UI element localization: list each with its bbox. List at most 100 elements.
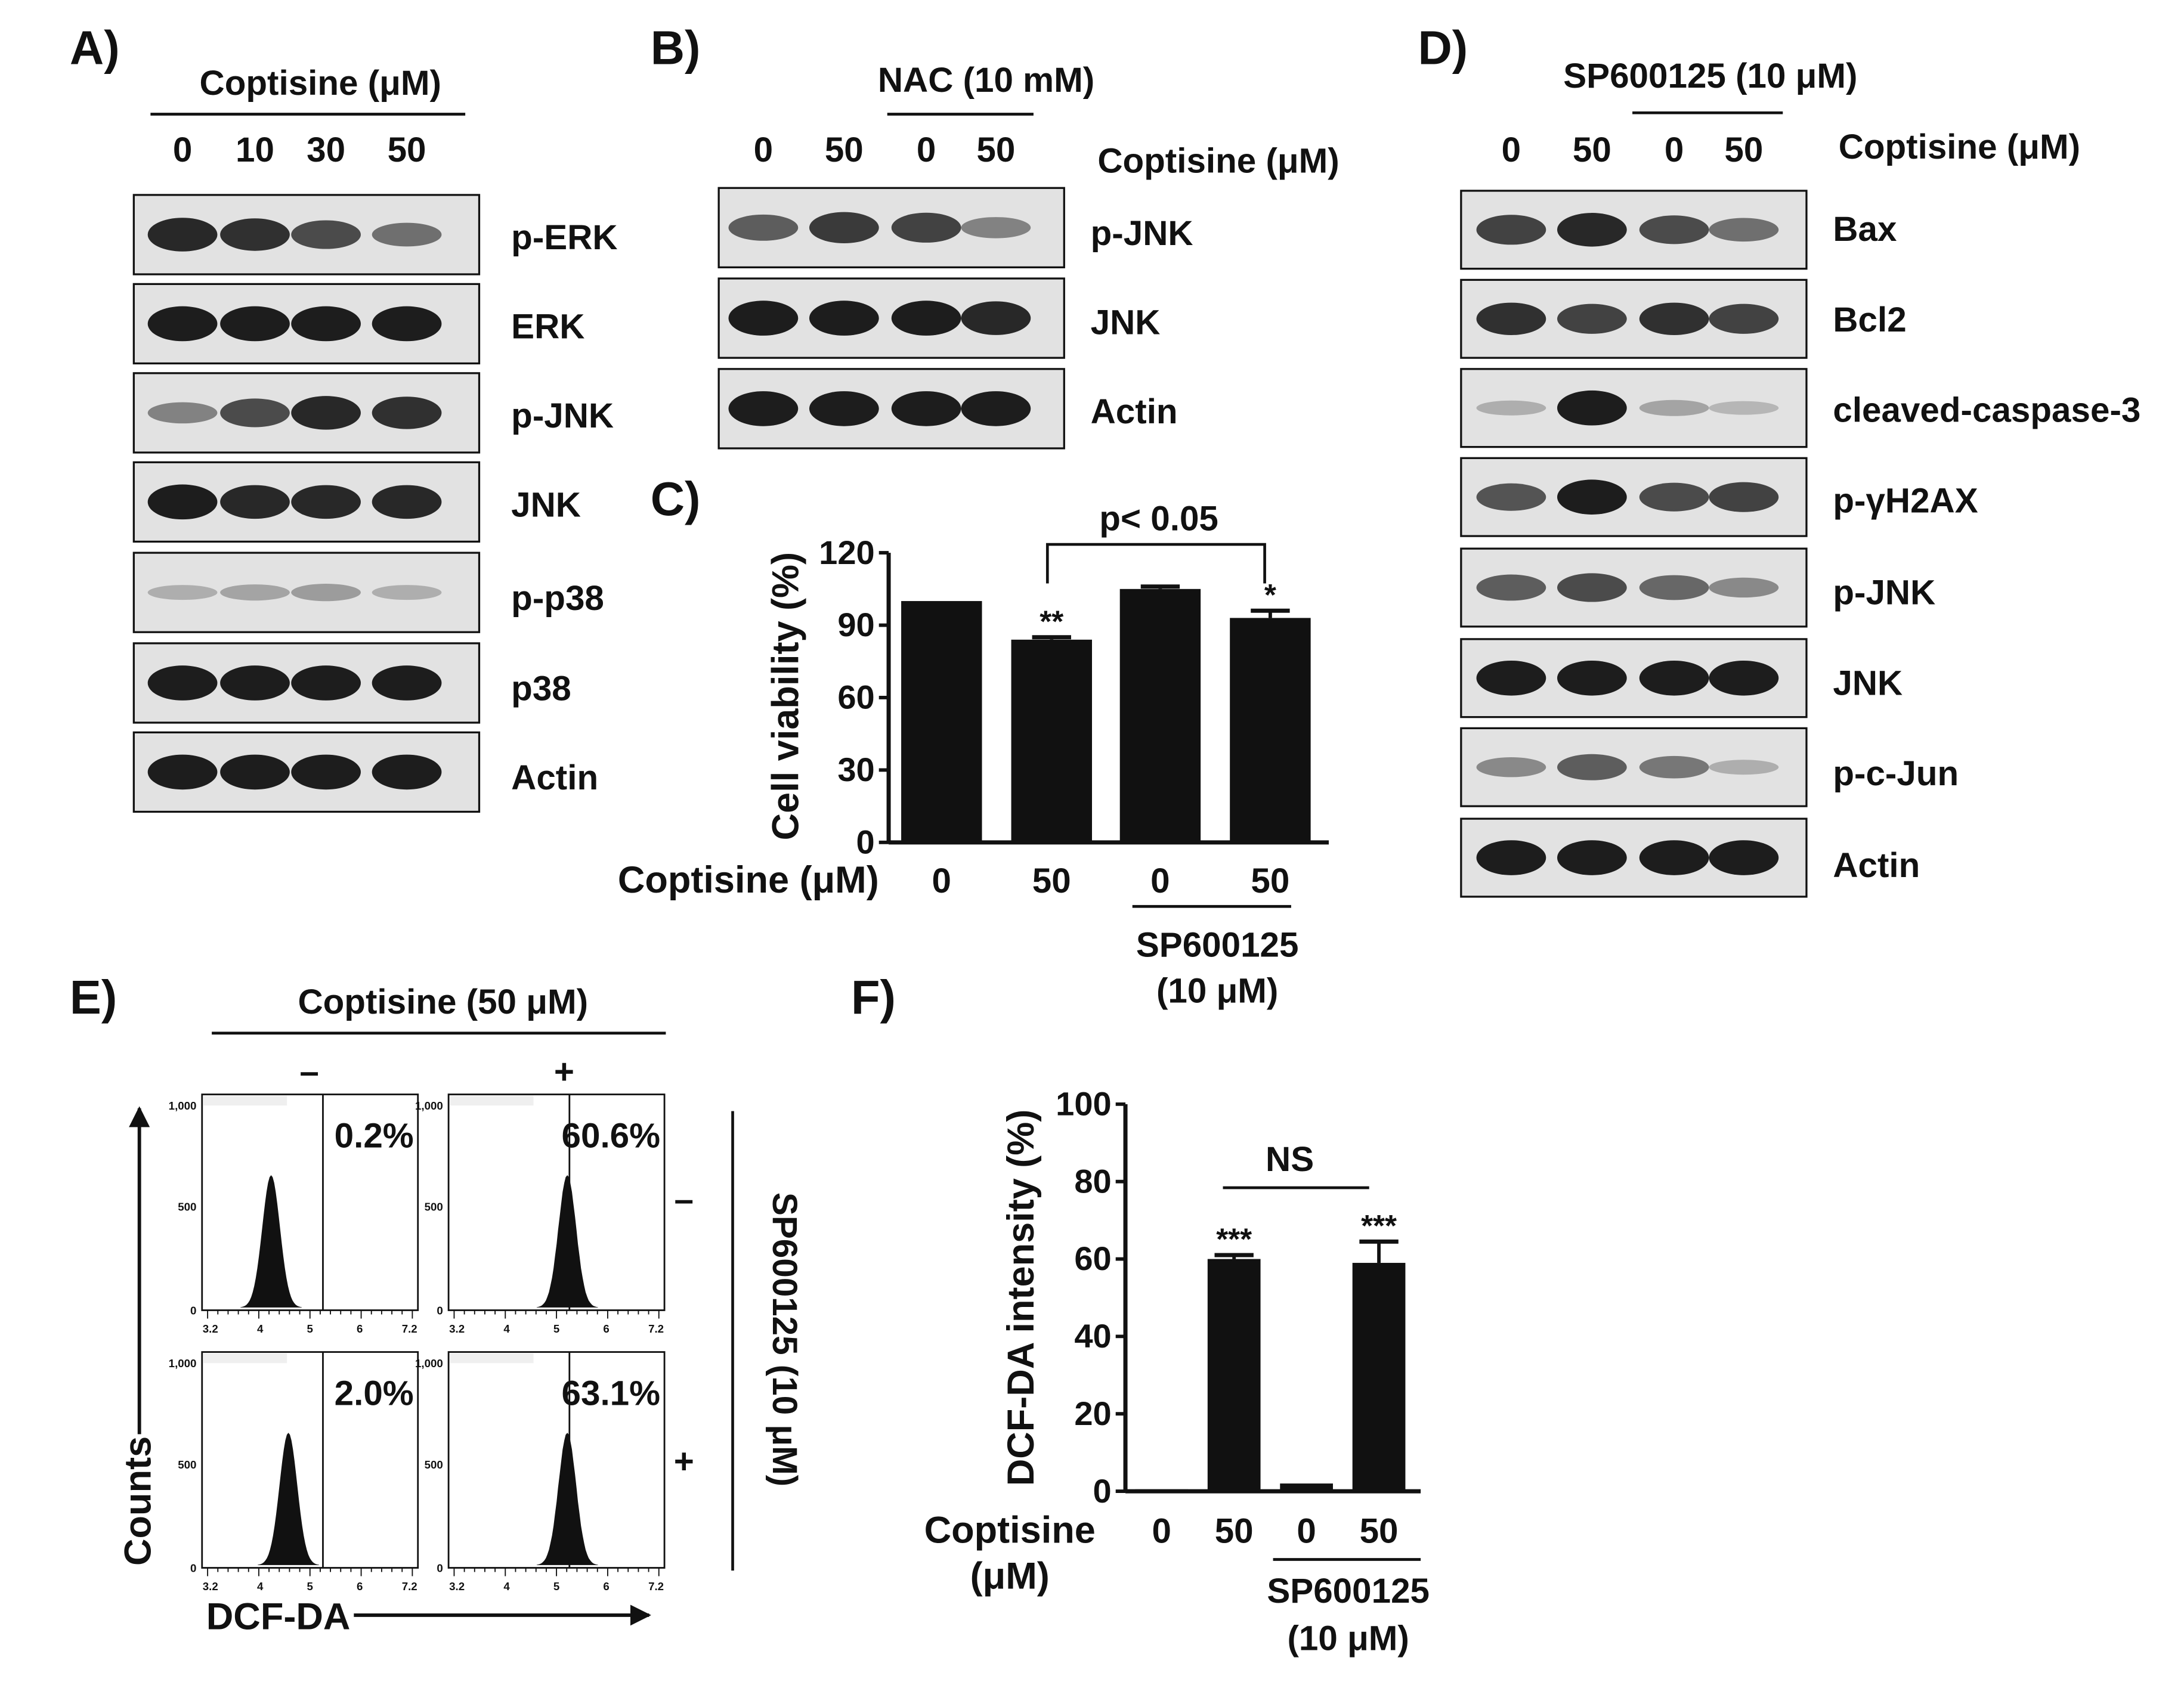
gate-percent: 0.2% (335, 1116, 414, 1155)
gate-percent: 63.1% (562, 1374, 661, 1412)
histogram-y-tick: 500 (425, 1458, 443, 1471)
histogram-y-tick: 1,000 (415, 1099, 443, 1112)
blot-strip: p-γH2AX (1460, 457, 1978, 537)
blot-band (1557, 390, 1627, 426)
blot-band (1639, 840, 1709, 875)
bar (1280, 1483, 1334, 1492)
blot-background (1460, 727, 1808, 807)
histogram-x-tick: 7.2 (402, 1580, 417, 1593)
blot-band (1476, 757, 1546, 778)
blot-band (1639, 575, 1709, 600)
x-tick-label: 0 (1297, 1511, 1316, 1550)
panel-f-y-ticks: 0 20 40 60 80 100 (1056, 1085, 1126, 1510)
panel-a-dose-label: 10 (236, 131, 274, 169)
panel-f-group-label-line1: SP600125 (1267, 1572, 1430, 1610)
blot-band (1476, 302, 1546, 335)
panel-c-y-ticks: 0 30 60 90 120 (819, 534, 889, 861)
blot-band (291, 306, 361, 342)
blot-band (1639, 660, 1709, 696)
blot-band (1557, 213, 1627, 247)
blot-band (220, 584, 290, 601)
blot-band (1639, 302, 1709, 335)
histogram-x-tick: 6 (357, 1580, 363, 1593)
histogram-panel: 63.1% 1,000 500 0 3.2 4 5 6 7.2 (415, 1351, 666, 1593)
panel-e: E) Coptisine (50 μM) – + SP600125 (10 μM… (70, 971, 804, 1637)
panel-d-treatment-label: Coptisine (μM) (1839, 128, 2080, 166)
histogram-peak (536, 1175, 598, 1308)
panel-d-dose-labels: 0 50 0 50 (1502, 131, 1764, 169)
panel-f-x-label-line2: (μM) (970, 1556, 1050, 1597)
histogram-x-tick: 5 (553, 1580, 559, 1593)
blot-strip: Actin (717, 368, 1178, 450)
blot-strip: Actin (1460, 817, 1920, 898)
histogram-x-tick: 5 (307, 1580, 313, 1593)
blot-band (809, 301, 879, 336)
blot-band (220, 218, 290, 251)
blot-strip: Bax (1460, 190, 1897, 270)
blot-band (147, 665, 218, 701)
panel-a-blots: p-ERK ERK p-JNK JNK p-p38 p38 Actin (132, 194, 618, 813)
significance-mark: *** (1216, 1222, 1252, 1256)
panel-e-row-sign: + (674, 1442, 694, 1481)
blot-band (291, 584, 361, 602)
histogram-x-tick: 7.2 (402, 1322, 417, 1335)
histogram-x-tick: 4 (503, 1580, 510, 1593)
panel-c-bars: *** (901, 577, 1311, 842)
histogram-y-tick: 500 (178, 1458, 196, 1471)
histogram-x-tick: 5 (307, 1322, 313, 1335)
blot-band (891, 212, 961, 243)
blot-band (220, 398, 290, 428)
blot-band (1476, 574, 1546, 601)
blot-band (147, 484, 218, 520)
blot-label: Actin (1091, 392, 1178, 431)
gate-percent: 2.0% (335, 1374, 414, 1412)
blot-band (728, 214, 799, 241)
panel-e-counts-label: Counts (117, 1436, 159, 1566)
histogram-x-tick: 4 (257, 1580, 264, 1593)
y-tick-label: 60 (1074, 1240, 1111, 1277)
y-tick-label: 0 (856, 823, 875, 861)
panel-b-treatment-label: Coptisine (μM) (1097, 142, 1339, 181)
histogram-x-tick: 3.2 (449, 1580, 465, 1593)
blot-band (372, 397, 442, 429)
bar (1135, 1489, 1189, 1492)
panel-e-top-label: Coptisine (50 μM) (298, 983, 589, 1021)
bar (1119, 588, 1201, 842)
bar (1352, 1263, 1406, 1492)
histogram-header-strip (203, 1095, 287, 1106)
x-tick-label: 0 (1150, 862, 1170, 900)
blot-band (291, 396, 361, 430)
histogram-y-tick: 0 (190, 1562, 196, 1575)
blot-band (1709, 218, 1779, 242)
blot-band (1557, 303, 1627, 334)
histogram-peak (258, 1432, 319, 1565)
bar (901, 601, 982, 842)
panel-b-group-label: NAC (10 mM) (878, 61, 1094, 100)
x-tick-label: 50 (1251, 862, 1289, 900)
blot-strip: p-p38 (132, 552, 604, 633)
panel-b-dose-labels: 0 50 0 50 (754, 131, 1016, 169)
bar (1230, 618, 1311, 842)
blot-strip: p-c-Jun (1460, 727, 1959, 807)
blot-band (220, 754, 290, 790)
y-tick-label: 30 (837, 751, 874, 788)
y-tick-label: 40 (1074, 1317, 1111, 1355)
blot-strip: p-JNK (132, 372, 614, 454)
histogram-x-tick: 6 (603, 1322, 609, 1335)
blot-band (1639, 755, 1709, 779)
blot-strip: ERK (132, 283, 584, 365)
blot-band (147, 585, 218, 600)
gate-percent: 60.6% (562, 1116, 661, 1155)
histogram-header-strip (450, 1095, 534, 1106)
blot-strip: Actin (132, 731, 598, 813)
blot-band (1709, 840, 1779, 875)
blot-label: Actin (511, 758, 598, 797)
y-tick-label: 80 (1074, 1162, 1111, 1200)
blot-band (1709, 482, 1779, 512)
blot-band (961, 217, 1031, 238)
panel-e-side-label: SP600125 (10 μM) (765, 1192, 804, 1486)
panel-b-dose-label: 50 (825, 131, 864, 169)
y-tick-label: 100 (1056, 1085, 1112, 1123)
